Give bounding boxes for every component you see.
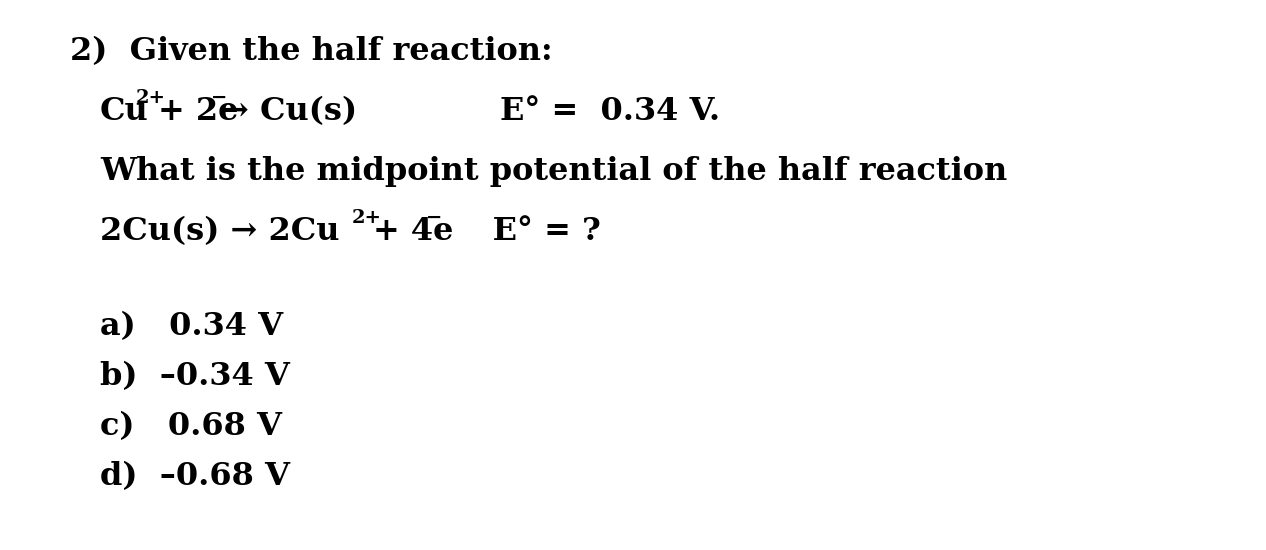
Text: 2+: 2+ bbox=[135, 89, 166, 107]
Text: 2+: 2+ bbox=[352, 209, 382, 227]
Text: → Cu(s): → Cu(s) bbox=[222, 96, 357, 127]
Text: 2Cu(s) → 2Cu: 2Cu(s) → 2Cu bbox=[100, 216, 339, 247]
Text: E° =  0.34 V.: E° = 0.34 V. bbox=[500, 96, 720, 127]
Text: −: − bbox=[211, 89, 228, 107]
Text: c)   0.68 V: c) 0.68 V bbox=[100, 411, 282, 442]
Text: −: − bbox=[425, 209, 442, 227]
Text: + 4e: + 4e bbox=[373, 216, 453, 247]
Text: d)  –0.68 V: d) –0.68 V bbox=[100, 461, 290, 492]
Text: + 2e: + 2e bbox=[158, 96, 238, 127]
Text: Cu: Cu bbox=[100, 96, 148, 127]
Text: b)  –0.34 V: b) –0.34 V bbox=[100, 361, 290, 392]
Text: E° = ?: E° = ? bbox=[437, 216, 601, 247]
Text: a)   0.34 V: a) 0.34 V bbox=[100, 311, 284, 342]
Text: 2)  Given the half reaction:: 2) Given the half reaction: bbox=[70, 36, 553, 67]
Text: What is the midpoint potential of the half reaction: What is the midpoint potential of the ha… bbox=[100, 156, 1008, 187]
